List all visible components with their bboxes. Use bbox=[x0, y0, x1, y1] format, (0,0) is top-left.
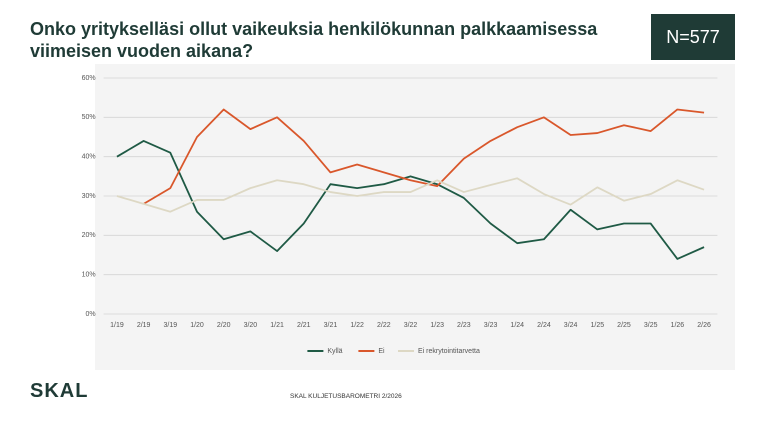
x-tick-label: 2/21 bbox=[297, 322, 311, 329]
x-tick-label: 1/25 bbox=[590, 322, 604, 329]
x-tick-label: 2/25 bbox=[617, 322, 631, 329]
logo: SKAL bbox=[30, 380, 89, 402]
x-tick-label: 1/21 bbox=[270, 322, 284, 329]
y-tick-label: 10% bbox=[82, 272, 96, 279]
x-tick-label: 2/26 bbox=[697, 322, 711, 329]
x-tick-label: 1/20 bbox=[190, 322, 204, 329]
x-tick-label: 3/25 bbox=[644, 322, 658, 329]
y-tick-label: 20% bbox=[82, 232, 96, 239]
y-tick-label: 30% bbox=[82, 193, 96, 200]
series-line bbox=[116, 140, 705, 260]
x-tick-label: 3/22 bbox=[404, 322, 418, 329]
x-tick-label: 3/20 bbox=[244, 322, 258, 329]
x-tick-label: 3/23 bbox=[484, 322, 498, 329]
y-tick-label: 50% bbox=[82, 114, 96, 121]
x-tick-label: 1/22 bbox=[350, 322, 364, 329]
x-tick-label: 3/21 bbox=[324, 322, 338, 329]
y-tick-label: 0% bbox=[85, 311, 95, 318]
legend-label: Kyllä bbox=[327, 348, 342, 355]
y-tick-label: 60% bbox=[82, 75, 96, 82]
x-tick-label: 1/26 bbox=[671, 322, 685, 329]
x-tick-label: 2/20 bbox=[217, 322, 231, 329]
x-tick-label: 2/23 bbox=[457, 322, 471, 329]
chart-title: Onko yritykselläsi ollut vaikeuksia henk… bbox=[30, 19, 598, 61]
x-tick-label: 2/24 bbox=[537, 322, 551, 329]
footer: SKAL KULJETUSBAROMETRI 2/2026 bbox=[290, 393, 402, 400]
series-line bbox=[143, 108, 705, 205]
legend-label: Ei bbox=[378, 348, 385, 355]
x-tick-label: 1/23 bbox=[430, 322, 444, 329]
y-tick-label: 40% bbox=[82, 154, 96, 161]
sample-size: N=577 bbox=[651, 14, 735, 60]
x-tick-label: 2/19 bbox=[137, 322, 151, 329]
x-tick-label: 1/24 bbox=[510, 322, 524, 329]
series-line bbox=[116, 177, 705, 213]
x-tick-label: 1/19 bbox=[110, 322, 124, 329]
x-tick-label: 3/24 bbox=[564, 322, 578, 329]
x-tick-label: 3/19 bbox=[164, 322, 178, 329]
legend-label: Ei rekrytointitarvetta bbox=[418, 348, 480, 355]
x-tick-label: 2/22 bbox=[377, 322, 391, 329]
